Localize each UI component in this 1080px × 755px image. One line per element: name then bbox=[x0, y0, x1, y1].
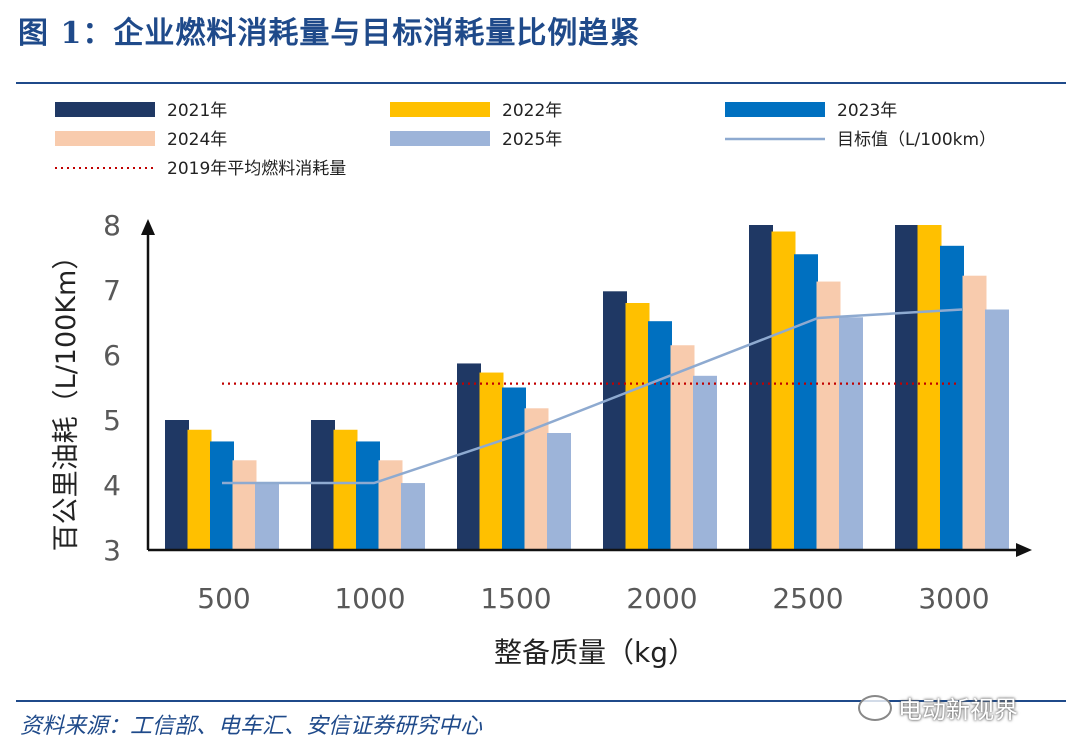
source-note: 资料来源：工信部、电车汇、安信证券研究中心 bbox=[20, 714, 483, 739]
legend-swatch-5 bbox=[390, 131, 490, 146]
legend-label-1: 2021年 bbox=[167, 101, 227, 121]
bar-2500-2025 bbox=[839, 317, 863, 550]
y-tick-label-8: 8 bbox=[103, 209, 121, 242]
bar-500-2021 bbox=[165, 420, 189, 550]
y-tick-label-4: 4 bbox=[103, 469, 121, 502]
bar-1500-2022 bbox=[479, 372, 504, 550]
fuel-consumption-chart: 2021年 2022年 2023年 2024年 2025年 目标值（L/100km） 201… bbox=[51, 101, 1032, 669]
bar-1000-2021 bbox=[311, 420, 335, 550]
legend-label-4: 2024年 bbox=[167, 130, 227, 150]
bar-1000-2023 bbox=[356, 441, 380, 550]
bar-3000-2023 bbox=[940, 245, 964, 551]
x-tick-label-1000: 1000 bbox=[334, 582, 405, 615]
x-tick-label-1500: 1500 bbox=[480, 582, 551, 615]
bar-500-2025 bbox=[255, 483, 279, 550]
bar-1500-2025 bbox=[547, 433, 571, 550]
legend-label-3: 2023年 bbox=[837, 101, 897, 121]
x-tick-label-500: 500 bbox=[197, 582, 250, 615]
bar-500-2024 bbox=[232, 460, 257, 550]
bar-2000-2021 bbox=[603, 291, 627, 550]
bar-3000-2025 bbox=[985, 309, 1009, 550]
bottom-rule bbox=[16, 700, 1066, 702]
bar-2500-2022 bbox=[771, 231, 796, 550]
bar-2500-2021 bbox=[749, 225, 773, 550]
bar-1000-2022 bbox=[333, 429, 358, 550]
y-axis-arrow bbox=[141, 219, 155, 235]
watermark: 电动新视界 bbox=[858, 690, 1018, 725]
top-rule bbox=[16, 82, 1066, 84]
watermark-text: 电动新视界 bbox=[898, 696, 1018, 724]
y-tick-label-5: 5 bbox=[103, 404, 121, 437]
legend-label-5: 2025年 bbox=[502, 130, 562, 150]
x-tick-label-3000: 3000 bbox=[918, 582, 989, 615]
bar-3000-2021 bbox=[895, 225, 919, 550]
legend-swatch-4 bbox=[55, 131, 155, 146]
bar-1500-2023 bbox=[502, 387, 526, 550]
bar-2000-2022 bbox=[625, 303, 650, 550]
x-tick-label-2500: 2500 bbox=[772, 582, 843, 615]
figure-title: 图 1：企业燃料消耗量与目标消耗量比例趋紧 bbox=[18, 16, 641, 51]
legend-label-target: 目标值（L/100km） bbox=[837, 130, 996, 150]
bar-2500-2024 bbox=[816, 281, 841, 550]
bar-3000-2022 bbox=[917, 225, 942, 550]
y-axis-title: 百公里油耗（L/100Km） bbox=[51, 243, 82, 552]
y-tick-label-7: 7 bbox=[103, 274, 121, 307]
bar-1500-2024 bbox=[524, 408, 549, 550]
bar-2000-2023 bbox=[648, 321, 672, 550]
y-tick-label-6: 6 bbox=[103, 339, 121, 372]
legend-label-2: 2022年 bbox=[502, 101, 562, 121]
x-axis-arrow bbox=[1016, 543, 1032, 557]
bar-1000-2025 bbox=[401, 483, 425, 550]
bar-500-2023 bbox=[210, 441, 234, 550]
legend-swatch-2 bbox=[390, 102, 490, 117]
legend-swatch-1 bbox=[55, 102, 155, 117]
bar-2000-2025 bbox=[693, 375, 717, 550]
bar-3000-2024 bbox=[962, 275, 987, 550]
bar-2500-2023 bbox=[794, 254, 818, 550]
x-tick-label-2000: 2000 bbox=[626, 582, 697, 615]
x-axis-title: 整备质量（kg） bbox=[494, 636, 696, 669]
y-tick-label-3: 3 bbox=[103, 534, 121, 567]
legend-swatch-3 bbox=[725, 102, 825, 117]
wechat-icon bbox=[858, 694, 892, 721]
legend-label-reference: 2019年平均燃料消耗量 bbox=[167, 159, 346, 179]
bar-2000-2024 bbox=[670, 345, 695, 550]
target-line bbox=[222, 308, 963, 485]
bar-500-2022 bbox=[187, 429, 212, 550]
bar-1500-2021 bbox=[457, 363, 481, 550]
